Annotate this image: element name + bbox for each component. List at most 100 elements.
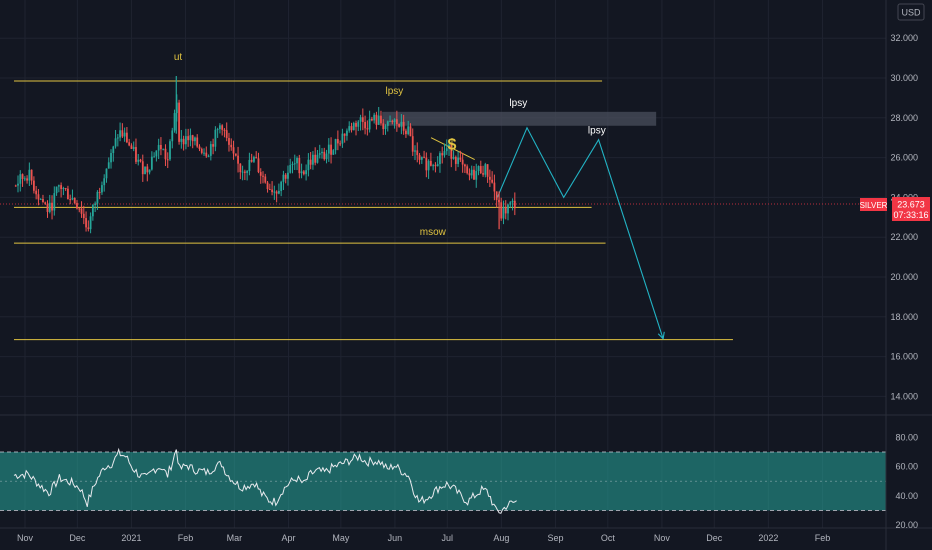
candle-body bbox=[461, 159, 464, 165]
candle-body bbox=[164, 148, 167, 160]
rsi-tick-label: 60.00 bbox=[895, 462, 918, 472]
trendline bbox=[430, 137, 475, 161]
candle-body bbox=[377, 115, 380, 125]
x-tick-label: 2022 bbox=[758, 533, 778, 543]
candle-body bbox=[257, 158, 260, 173]
candle-body bbox=[389, 120, 391, 122]
candle-body bbox=[212, 144, 215, 147]
candle-body bbox=[450, 144, 453, 159]
candle-body bbox=[173, 113, 176, 131]
candle-body bbox=[153, 156, 156, 158]
candle-body bbox=[327, 144, 330, 154]
candle-body bbox=[228, 138, 230, 145]
candle-body bbox=[234, 153, 237, 156]
candle-body bbox=[336, 139, 339, 144]
candle-body bbox=[434, 165, 437, 167]
rsi-band-fill bbox=[0, 452, 886, 511]
y-tick-label: 32.000 bbox=[890, 33, 918, 43]
candle-body bbox=[380, 115, 382, 124]
rsi-tick-label: 80.00 bbox=[895, 432, 918, 442]
candle-body bbox=[307, 159, 310, 171]
candle-body bbox=[137, 159, 140, 162]
y-tick-label: 30.000 bbox=[890, 73, 918, 83]
candle-body bbox=[21, 174, 24, 179]
candle-body bbox=[332, 150, 335, 155]
candle-body bbox=[482, 173, 484, 175]
candle-body bbox=[243, 171, 246, 173]
candle-body bbox=[273, 191, 276, 193]
candle-body bbox=[55, 186, 58, 194]
x-tick-label: Sep bbox=[547, 533, 563, 543]
annotation-label: $ bbox=[448, 137, 457, 154]
candle-body bbox=[393, 119, 396, 123]
candle-body bbox=[28, 169, 31, 181]
candle-body bbox=[57, 185, 60, 187]
candle-body bbox=[194, 137, 196, 142]
projection-path bbox=[496, 126, 664, 339]
candle-body bbox=[200, 148, 203, 153]
y-tick-label: 20.000 bbox=[890, 272, 918, 282]
candle-body bbox=[60, 185, 63, 189]
candle-body bbox=[361, 117, 364, 122]
x-tick-label: Oct bbox=[601, 533, 616, 543]
candle-body bbox=[182, 138, 185, 145]
annotation-layer[interactable] bbox=[0, 80, 886, 341]
candle-body bbox=[425, 157, 428, 171]
candle-body bbox=[346, 130, 348, 136]
candle-body bbox=[473, 169, 475, 180]
candle-body bbox=[405, 130, 407, 135]
candle-body bbox=[14, 185, 17, 187]
annotation-label: lpsy bbox=[588, 126, 606, 137]
candle-body bbox=[452, 157, 455, 159]
candle-body bbox=[107, 162, 110, 169]
candle-body bbox=[357, 121, 360, 127]
candle-body bbox=[468, 173, 471, 176]
symbol-label: SILVER bbox=[860, 201, 888, 210]
candle-body bbox=[214, 129, 217, 147]
grid-lines bbox=[0, 0, 886, 528]
candle-body bbox=[298, 157, 301, 174]
rsi-panel bbox=[13, 447, 517, 514]
candle-body bbox=[85, 218, 87, 228]
candle-body bbox=[296, 157, 298, 164]
candle-body bbox=[264, 176, 267, 183]
y-tick-label: 28.000 bbox=[890, 113, 918, 123]
candle-body bbox=[479, 166, 482, 174]
candle-body bbox=[103, 178, 106, 186]
candle-body bbox=[262, 175, 264, 177]
candle-body bbox=[486, 164, 489, 177]
candle-body bbox=[459, 157, 462, 160]
candle-body bbox=[139, 159, 142, 162]
candle-body bbox=[26, 178, 28, 181]
candle-body bbox=[166, 159, 169, 161]
candle-body bbox=[330, 144, 332, 155]
candle-body bbox=[180, 138, 183, 142]
candle-body bbox=[39, 198, 42, 200]
candle-body bbox=[507, 204, 509, 214]
candle-body bbox=[91, 205, 94, 217]
candle-body bbox=[123, 132, 126, 137]
candle-body bbox=[364, 121, 366, 129]
candle-body bbox=[409, 126, 412, 137]
candle-body bbox=[398, 123, 401, 127]
candle-body bbox=[110, 153, 112, 163]
candle-body bbox=[51, 202, 53, 211]
candle-body bbox=[105, 168, 108, 179]
currency-box[interactable] bbox=[897, 3, 925, 21]
candle-body bbox=[493, 182, 496, 192]
symbol-badge-bg bbox=[860, 198, 887, 211]
price-candles bbox=[14, 76, 516, 234]
candle-body bbox=[64, 188, 67, 190]
candle-body bbox=[209, 144, 212, 156]
candle-body bbox=[429, 160, 432, 166]
candle-body bbox=[411, 136, 414, 152]
candle-body bbox=[373, 114, 376, 121]
candle-body bbox=[348, 126, 351, 131]
currency-label: USD bbox=[901, 8, 921, 18]
candle-body bbox=[271, 189, 273, 193]
candle-body bbox=[189, 135, 192, 141]
candle-body bbox=[318, 153, 321, 155]
candle-body bbox=[82, 213, 85, 219]
candle-body bbox=[239, 163, 242, 173]
